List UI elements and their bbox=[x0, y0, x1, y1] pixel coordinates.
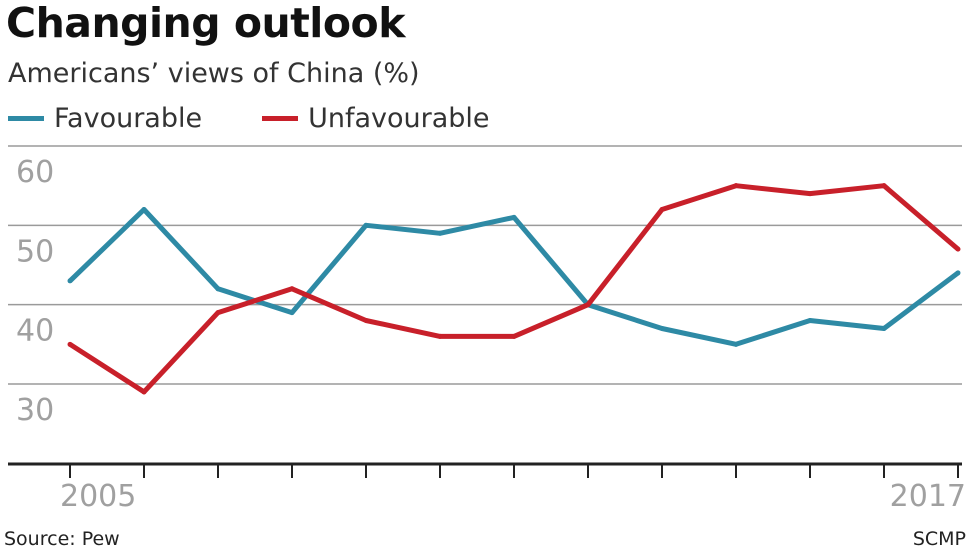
y-tick-label-30: 30 bbox=[16, 393, 54, 428]
legend-label-unfavourable: Unfavourable bbox=[308, 102, 490, 134]
data-point-unfavourable-2015 bbox=[807, 191, 813, 197]
data-point-favourable-2006 bbox=[141, 206, 147, 212]
credit-note: SCMP bbox=[912, 528, 966, 550]
data-point-unfavourable-2011 bbox=[511, 333, 517, 339]
legend-item-favourable: Favourable bbox=[8, 103, 202, 134]
data-point-favourable-2015 bbox=[807, 318, 813, 324]
x-tick-label-2005: 2005 bbox=[60, 479, 136, 514]
source-note: Source: Pew bbox=[4, 528, 120, 550]
series-layer bbox=[67, 183, 961, 395]
legend: Favourable Unfavourable bbox=[8, 100, 550, 136]
data-point-unfavourable-2017 bbox=[955, 246, 961, 252]
data-point-favourable-2013 bbox=[659, 325, 665, 331]
data-point-favourable-2007 bbox=[215, 286, 221, 292]
data-point-favourable-2011 bbox=[511, 214, 517, 220]
x-tick-labels: 2005 2017 bbox=[60, 479, 966, 514]
data-point-favourable-2014 bbox=[733, 341, 739, 347]
data-point-unfavourable-2006 bbox=[141, 389, 147, 395]
data-point-unfavourable-2010 bbox=[437, 333, 443, 339]
legend-label-favourable: Favourable bbox=[54, 102, 203, 134]
x-axis bbox=[8, 462, 962, 478]
data-point-unfavourable-2009 bbox=[363, 318, 369, 324]
series-line-favourable bbox=[68, 207, 960, 347]
legend-swatch-unfavourable bbox=[262, 115, 299, 121]
data-point-unfavourable-2014 bbox=[733, 183, 739, 189]
data-point-unfavourable-2008 bbox=[289, 286, 295, 292]
data-point-unfavourable-2007 bbox=[215, 310, 221, 316]
legend-swatch-favourable bbox=[8, 115, 44, 121]
data-point-favourable-2009 bbox=[363, 222, 369, 228]
y-tick-labels: 60 50 40 30 bbox=[16, 155, 54, 428]
y-tick-label-40: 40 bbox=[16, 314, 54, 349]
legend-item-unfavourable: Unfavourable bbox=[262, 102, 490, 134]
y-tick-label-50: 50 bbox=[16, 234, 54, 269]
data-point-unfavourable-2013 bbox=[659, 206, 665, 212]
y-tick-label-60: 60 bbox=[16, 155, 54, 190]
data-point-favourable-2017 bbox=[955, 270, 961, 276]
data-point-unfavourable-2016 bbox=[881, 183, 887, 189]
data-point-unfavourable-2005 bbox=[67, 341, 73, 347]
data-point-favourable-2005 bbox=[67, 278, 73, 284]
data-point-unfavourable-2012 bbox=[585, 302, 591, 308]
chart-subtitle: Americans’ views of China (%) bbox=[8, 58, 420, 89]
data-point-favourable-2016 bbox=[881, 325, 887, 331]
grid-layer bbox=[8, 145, 962, 385]
data-point-favourable-2010 bbox=[437, 230, 443, 236]
chart-title: Changing outlook bbox=[6, 0, 405, 47]
x-tick-label-2017: 2017 bbox=[890, 479, 966, 514]
data-point-favourable-2008 bbox=[289, 310, 295, 316]
